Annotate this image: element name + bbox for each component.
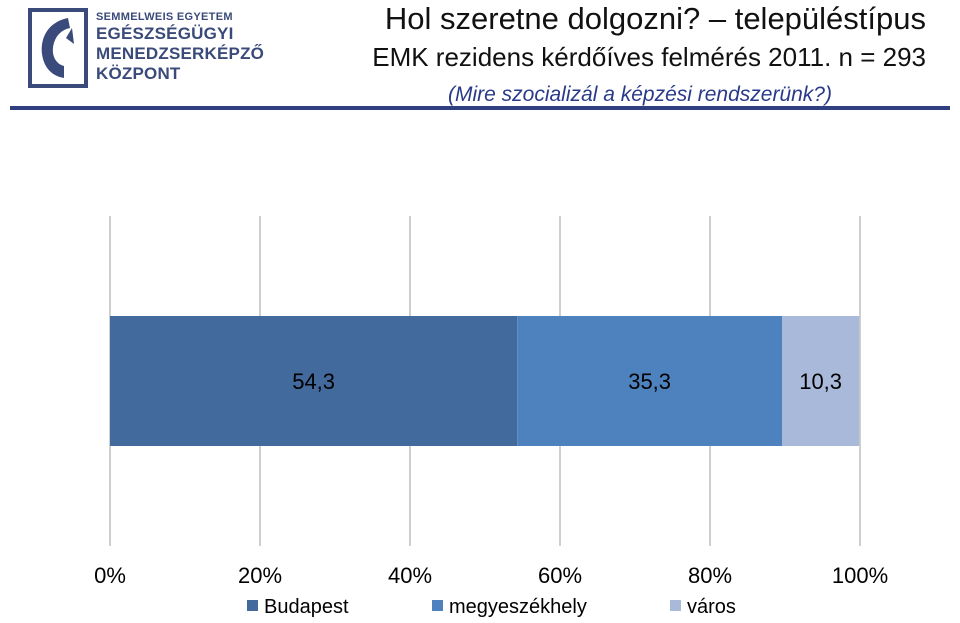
bar-segment-1 (517, 316, 782, 446)
x-tick-label-0: 0% (94, 563, 126, 588)
x-tick-label-100: 100% (832, 563, 888, 588)
bar-segment-0 (110, 316, 518, 446)
chart-legend: Budapest megyeszékhely város (0, 596, 960, 620)
data-label-2: 10,3 (799, 369, 842, 394)
logo-line-menedzserkepzo: MENEDZSERKÉPZŐ (96, 44, 265, 63)
data-label-0: 54,3 (292, 369, 335, 394)
legend-label-2: város (687, 596, 736, 618)
legend-item-0: Budapest (247, 596, 349, 619)
legend-label-1: megyeszékhely (449, 596, 587, 618)
page-subtitle: (Mire szocializál a képzési rendszerünk?… (448, 83, 832, 106)
data-label-1: 35,3 (628, 369, 671, 394)
x-tick-label-20: 20% (238, 563, 282, 588)
legend-swatch-1 (432, 600, 443, 612)
legend-swatch-2 (670, 600, 681, 612)
page-title-line2: EMK rezidens kérdőíves felmérés 2011. n … (372, 42, 926, 72)
legend-item-1: megyeszékhely (432, 596, 587, 619)
legend-item-2: város (670, 596, 736, 619)
legend-swatch-0 (247, 600, 258, 612)
header-rule (10, 106, 950, 110)
logo-line-university: SEMMELWEIS EGYETEM (96, 11, 233, 23)
bar-segment-2 (782, 316, 860, 446)
x-tick-label-80: 80% (688, 563, 732, 588)
logo-line-egeszsegugyi: EGÉSZSÉGÜGYI (96, 24, 234, 43)
logo-line-kozpont: KÖZPONT (96, 64, 181, 83)
legend-label-0: Budapest (264, 596, 349, 618)
page-title: Hol szeretne dolgozni? – településtípus (384, 1, 926, 36)
logo: SEMMELWEIS EGYETEM EGÉSZSÉGÜGYI MENEDZSE… (28, 8, 264, 88)
x-tick-label-60: 60% (538, 563, 582, 588)
semmelweis-logo-icon (28, 8, 88, 88)
x-tick-label-40: 40% (388, 563, 432, 588)
